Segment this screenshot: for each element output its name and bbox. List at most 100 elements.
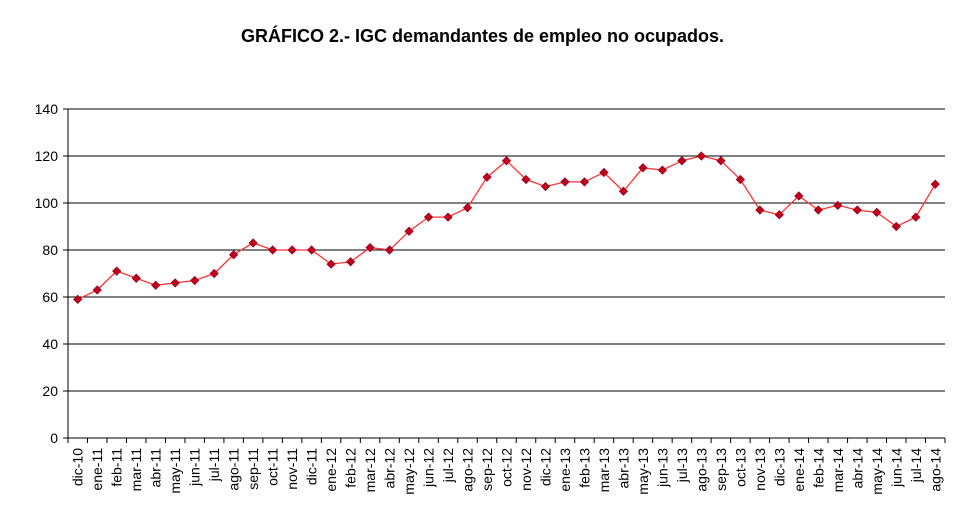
data-point-marker bbox=[131, 273, 141, 283]
x-tick-label: sep-12 bbox=[479, 448, 495, 491]
x-tick-label: ene-12 bbox=[323, 448, 339, 492]
data-point-marker bbox=[501, 156, 512, 166]
x-tick-label: mar-12 bbox=[362, 448, 378, 493]
chart-title: GRÁFICO 2.- IGC demandantes de empleo no… bbox=[240, 26, 725, 46]
x-tick-label: ago-13 bbox=[693, 448, 709, 492]
axes bbox=[63, 108, 946, 443]
data-point-marker bbox=[599, 167, 609, 178]
x-tick-label: jul-12 bbox=[440, 448, 456, 483]
y-tick-label: 100 bbox=[35, 195, 59, 211]
data-point-marker bbox=[384, 245, 395, 255]
y-tick-label: 80 bbox=[42, 242, 58, 258]
data-point-marker bbox=[423, 212, 434, 222]
data-point-marker bbox=[326, 259, 336, 269]
data-point-marker bbox=[638, 163, 648, 173]
x-tick-label: nov-13 bbox=[752, 448, 768, 491]
data-point-marker bbox=[151, 280, 161, 290]
data-point-marker bbox=[443, 212, 453, 222]
data-point-marker bbox=[404, 226, 414, 236]
series-line bbox=[77, 155, 936, 300]
x-tick-label: may-12 bbox=[401, 448, 417, 495]
data-point-marker bbox=[287, 245, 297, 255]
data-point-marker bbox=[579, 177, 590, 187]
x-tick-label: ago-12 bbox=[460, 448, 476, 492]
x-tick-label: abr-11 bbox=[148, 448, 164, 488]
grid-lines bbox=[68, 108, 945, 392]
x-tick-label: jun-12 bbox=[421, 448, 437, 488]
y-tick-label: 20 bbox=[42, 383, 58, 399]
x-tick-label: oct-11 bbox=[265, 448, 281, 486]
x-tick-label: jul-14 bbox=[908, 448, 924, 483]
x-tick-label: jul-11 bbox=[206, 448, 222, 482]
data-point-marker bbox=[755, 205, 765, 215]
data-point-marker bbox=[482, 172, 492, 182]
data-point-marker bbox=[794, 191, 804, 201]
y-tick-labels: 0 20 40 60 80 100 120 140 bbox=[35, 101, 59, 446]
x-tick-label: feb-14 bbox=[810, 448, 826, 488]
x-tick-label: nov-12 bbox=[518, 448, 534, 491]
data-point-marker bbox=[190, 275, 200, 286]
data-point-marker bbox=[891, 221, 901, 232]
x-tick-label: feb-13 bbox=[576, 448, 592, 488]
y-tick-label: 140 bbox=[35, 101, 59, 117]
data-point-marker bbox=[92, 285, 102, 295]
x-tick-label: sep-11 bbox=[245, 448, 261, 490]
x-tick-label: ene-13 bbox=[557, 448, 573, 492]
data-point-marker bbox=[560, 177, 570, 187]
x-tick-label: dic-13 bbox=[771, 448, 787, 486]
data-point-marker bbox=[365, 243, 375, 253]
data-point-marker bbox=[677, 156, 687, 166]
y-tick-label: 120 bbox=[35, 148, 59, 164]
data-point-marker bbox=[209, 268, 219, 279]
x-tick-label: may-14 bbox=[869, 448, 885, 495]
data-point-marker bbox=[112, 266, 122, 276]
x-tick-label: jun-13 bbox=[654, 448, 670, 488]
x-tick-labels: dic-10 ene-11 feb-11 mar-11 abr-11 may-11 jun-… bbox=[70, 448, 944, 495]
y-tick-label: 60 bbox=[42, 289, 58, 305]
data-point-marker bbox=[618, 186, 629, 196]
x-tick-label: may-13 bbox=[635, 448, 651, 495]
data-point-marker bbox=[774, 210, 784, 220]
data-point-marker bbox=[521, 174, 531, 185]
y-tick-label: 0 bbox=[50, 430, 58, 446]
x-tick-label: oct-12 bbox=[499, 448, 515, 487]
data-point-marker bbox=[248, 238, 258, 248]
data-point-marker bbox=[735, 174, 745, 185]
data-point-marker bbox=[696, 151, 707, 161]
x-tick-label: ago-14 bbox=[927, 448, 943, 492]
x-tick-label: ene-11 bbox=[89, 448, 105, 491]
x-tick-label: mar-13 bbox=[596, 448, 612, 493]
data-point-marker bbox=[462, 203, 473, 213]
x-tick-label: may-11 bbox=[167, 448, 183, 494]
x-tick-label: ene-14 bbox=[791, 448, 807, 492]
x-tick-label: oct-13 bbox=[732, 448, 748, 487]
x-tick-label: dic-11 bbox=[304, 448, 320, 485]
data-point-marker bbox=[345, 257, 356, 267]
data-point-marker bbox=[872, 207, 882, 218]
x-tick-label: abr-13 bbox=[615, 448, 631, 489]
x-tick-label: abr-12 bbox=[382, 448, 398, 489]
x-tick-label: dic-10 bbox=[70, 448, 86, 486]
data-point-marker bbox=[229, 250, 239, 260]
x-tick-label: mar-11 bbox=[128, 448, 144, 492]
data-point-marker bbox=[852, 205, 862, 215]
x-tick-label: dic-12 bbox=[537, 448, 553, 486]
data-point-marker bbox=[268, 245, 278, 255]
x-tick-label: jun-14 bbox=[888, 448, 904, 488]
y-tick-label: 40 bbox=[42, 336, 58, 352]
data-point-marker bbox=[170, 278, 180, 288]
data-point-marker bbox=[657, 165, 668, 175]
x-tick-label: nov-11 bbox=[284, 448, 300, 490]
x-tick-label: feb-11 bbox=[109, 448, 125, 487]
series-layer bbox=[73, 151, 940, 304]
x-tick-label: jul-13 bbox=[674, 448, 690, 483]
data-point-marker bbox=[306, 245, 317, 255]
x-tick-label: abr-14 bbox=[849, 448, 865, 489]
x-tick-label: feb-12 bbox=[343, 448, 359, 488]
data-point-marker bbox=[73, 294, 83, 304]
data-point-marker bbox=[930, 179, 940, 189]
data-point-marker bbox=[833, 200, 843, 210]
x-tick-label: sep-13 bbox=[713, 448, 729, 491]
data-point-marker bbox=[813, 205, 823, 215]
